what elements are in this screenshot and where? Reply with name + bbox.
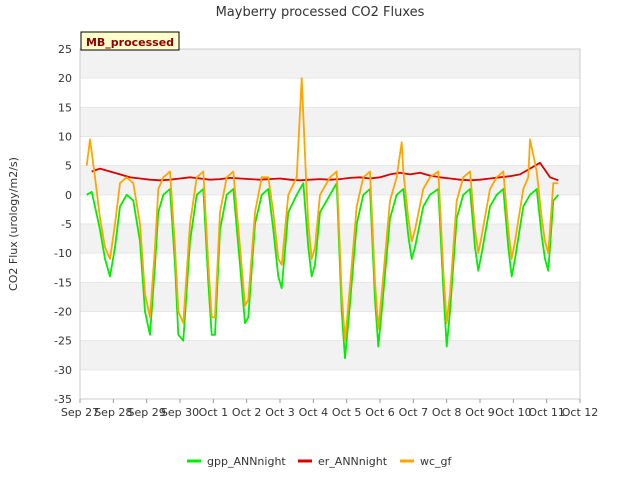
y-tick-label: -15 — [54, 276, 72, 289]
x-tick-label: Oct 6 — [365, 406, 395, 419]
grid-bands — [80, 49, 580, 400]
plot-frame — [79, 48, 581, 400]
x-tick-label: Sep 28 — [94, 406, 132, 419]
series-line-gpp_ANNnight — [86, 182, 559, 360]
grid-band — [80, 107, 580, 137]
chart-title: Mayberry processed CO2 Fluxes — [216, 5, 425, 20]
y-tick-label: -20 — [54, 306, 72, 319]
y-tick-label: 10 — [58, 131, 72, 144]
grid-band — [80, 78, 580, 108]
x-tick-label: Oct 2 — [232, 406, 262, 419]
series-lines — [85, 77, 559, 360]
grid-band — [80, 253, 580, 283]
series-line-er_ANNnight — [91, 161, 559, 182]
y-axis: 25 20 15 10 5 0 -5 -10 -15 -20 -25 -30 -35 — [54, 43, 72, 406]
x-tick-label: Oct 7 — [399, 406, 429, 419]
x-tick-label: Oct 9 — [465, 406, 495, 419]
x-tick-label: Oct 8 — [432, 406, 462, 419]
x-tick-label: Oct 11 — [528, 406, 565, 419]
x-tick-label: Oct 12 — [562, 406, 599, 419]
y-tick-label: 0 — [65, 189, 72, 202]
series-line-wc_gf — [85, 77, 559, 342]
grid-band — [80, 311, 580, 341]
y-tick-label: 20 — [58, 72, 72, 85]
x-tick-label: Oct 1 — [199, 406, 229, 419]
grid-band — [80, 369, 580, 399]
legend-label-er_ANNnight: er_ANNnight — [318, 455, 388, 468]
grid-band — [80, 194, 580, 224]
grid-band — [80, 224, 580, 254]
y-tick-label: -10 — [54, 247, 72, 260]
y-tick-label: -35 — [54, 393, 72, 406]
badge-box — [80, 31, 180, 51]
x-tick-label: Oct 4 — [299, 406, 329, 419]
x-tick-label: Sep 27 — [61, 406, 99, 419]
grid-band — [80, 136, 580, 166]
grid-band — [80, 340, 580, 370]
badge: MB_processed — [80, 31, 180, 51]
y-axis-label: CO2 Flux (urology/m2/s) — [7, 157, 20, 291]
x-tick-label: Oct 5 — [332, 406, 362, 419]
y-tick-label: 5 — [65, 160, 72, 173]
grid-band — [80, 49, 580, 79]
y-tick-label: -5 — [61, 218, 72, 231]
y-tick-label: 25 — [58, 43, 72, 56]
legend: gpp_ANNnight er_ANNnight wc_gf — [187, 455, 453, 468]
x-tick-label: Sep 29 — [128, 406, 166, 419]
badge-text: MB_processed — [86, 36, 174, 49]
legend-label-wc_gf: wc_gf — [420, 455, 453, 468]
x-tick-label: Sep 30 — [161, 406, 199, 419]
y-tick-label: -25 — [54, 335, 72, 348]
legend-label-gpp_ANNnight: gpp_ANNnight — [207, 455, 286, 468]
grid-band — [80, 282, 580, 312]
x-tick-label: Oct 3 — [265, 406, 295, 419]
y-tick-label: 15 — [58, 101, 72, 114]
x-tick-label: Oct 10 — [495, 406, 532, 419]
y-tick-label: -30 — [54, 364, 72, 377]
